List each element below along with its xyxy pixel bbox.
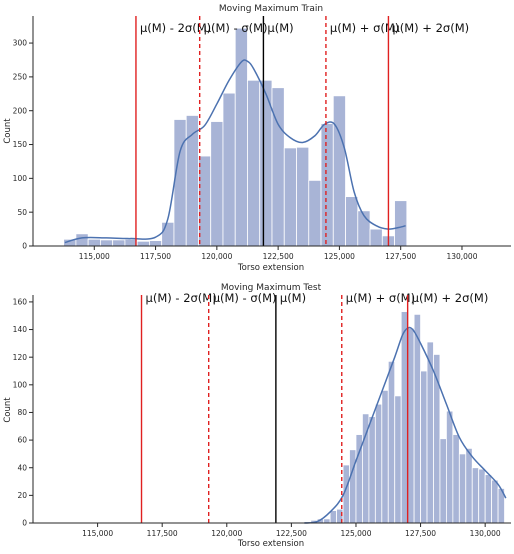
- test-histogram-bars: [303, 311, 505, 524]
- train-histogram-bar: [100, 239, 114, 247]
- test-histogram-bar: [491, 479, 499, 524]
- train-histogram-bar: [161, 221, 175, 247]
- train-histogram-bar: [283, 147, 297, 247]
- train-y-tick-label: 50: [17, 208, 27, 217]
- test-histogram-bar: [458, 453, 467, 524]
- train-histogram-bar: [345, 196, 359, 247]
- train-vline-label-3: μ(M) + σ(M): [330, 21, 399, 35]
- train-x-tick-label: 120,000: [201, 252, 232, 261]
- test-x-axis-label: Torso extension: [237, 539, 304, 549]
- train-histogram-bars: [63, 27, 408, 247]
- test-histogram-bar: [446, 410, 454, 524]
- train-kde-line: [64, 59, 406, 244]
- train-histogram-bar: [75, 233, 89, 247]
- train-vline-label-1: μ(M) - σ(M): [204, 21, 268, 35]
- test-vline-label-0: μ(M) - 2σ(M): [146, 291, 217, 305]
- train-chart-title: Moving Maximum Train: [219, 4, 323, 14]
- train-y-tick-label: 300: [13, 39, 28, 48]
- train-histogram-bar: [210, 121, 224, 247]
- test-x-tick-label: 125,000: [340, 529, 371, 538]
- train-y-tick-label: 0: [22, 242, 27, 251]
- test-y-tick-label: 140: [13, 325, 28, 334]
- test-y-tick-label: 160: [13, 298, 28, 307]
- test-histogram-bar: [465, 447, 473, 524]
- train-x-axis-label: Torso extension: [237, 263, 304, 273]
- train-y-tick-label: 100: [13, 174, 28, 183]
- train-x-tick-label: 127,500: [385, 252, 416, 261]
- train-histogram-bar: [222, 92, 236, 247]
- train-axes: 115,000 117,500 120,000 122,500 125,000 127,5…: [13, 16, 511, 261]
- train-x-tick-label: 122,500: [263, 252, 294, 261]
- train-kde-curve: [64, 59, 406, 244]
- train-histogram-bar: [87, 238, 101, 247]
- train-reference-lines: μ(M) - 2σ(M)μ(M) - σ(M) μ(M) μ(M) + σ(M)μ(…: [135, 16, 469, 246]
- test-histogram-bar: [381, 389, 389, 524]
- test-x-tick-label: 120,000: [211, 529, 242, 538]
- test-vline-label-2: μ(M): [280, 291, 306, 305]
- test-x-tick-label: 127,500: [405, 529, 436, 538]
- train-histogram-bar: [394, 200, 408, 247]
- test-histogram-bar: [484, 474, 493, 524]
- test-histogram-bar: [420, 370, 428, 524]
- train-y-tick-label: 200: [13, 106, 28, 115]
- train-y-tick-label: 250: [13, 72, 28, 81]
- test-y-tick-label: 0: [22, 519, 27, 528]
- train-histogram-bar: [308, 179, 322, 247]
- train-histogram-bar: [320, 123, 334, 247]
- train-histogram-bar: [296, 146, 310, 247]
- test-y-tick-label: 80: [17, 408, 27, 417]
- test-chart-title: Moving Maximum Test: [221, 283, 322, 293]
- test-y-tick-label: 60: [17, 436, 27, 445]
- test-histogram-bar: [400, 311, 409, 524]
- test-histogram-bar: [323, 518, 331, 524]
- train-vline-label-2: μ(M): [267, 21, 293, 35]
- train-histogram-bar: [369, 228, 383, 247]
- test-x-tick-label: 130,000: [470, 529, 501, 538]
- test-y-axis-label: Count: [3, 397, 13, 423]
- test-histogram-bar: [368, 416, 376, 524]
- train-panel: Moving Maximum Train μ(M) - 2σ(M)μ(M) - …: [3, 4, 511, 273]
- train-x-tick-label: 130,000: [446, 252, 477, 261]
- test-x-tick-label: 117,500: [147, 529, 178, 538]
- train-x-tick-label: 115,000: [79, 252, 110, 261]
- train-x-tick-label: 117,500: [140, 252, 171, 261]
- test-histogram-bar: [439, 438, 447, 524]
- train-histogram-bar: [173, 119, 187, 247]
- train-vline-label-4: μ(M) + 2σ(M): [392, 21, 469, 35]
- train-histogram-bar: [271, 87, 285, 247]
- train-histogram-bar: [136, 240, 150, 247]
- train-histogram-bar: [149, 240, 163, 247]
- train-y-tick-label: 150: [13, 140, 28, 149]
- test-vline-label-3: μ(M) + σ(M): [346, 291, 415, 305]
- test-histogram-bar: [478, 468, 486, 524]
- test-histogram-bar: [471, 467, 480, 524]
- train-histogram-bar: [112, 239, 126, 247]
- train-histogram-bar: [247, 79, 261, 247]
- test-histogram-bar: [407, 327, 415, 524]
- test-y-tick-label: 40: [17, 463, 27, 472]
- test-histogram-bar: [349, 449, 357, 524]
- test-y-tick-label: 20: [17, 491, 27, 500]
- test-histogram-bar: [374, 403, 383, 524]
- test-histogram-bar: [394, 395, 402, 524]
- test-axes: 115,000 117,500 120,000 122,500 125,000 127,5…: [13, 295, 511, 538]
- test-histogram-bar: [329, 510, 338, 524]
- test-histogram-bar: [413, 313, 421, 524]
- test-y-tick-label: 120: [13, 353, 28, 362]
- train-vline-label-0: μ(M) - 2σ(M): [140, 21, 211, 35]
- test-panel: Moving Maximum Test μ(M) - 2σ(M)μ(M) - σ…: [3, 283, 511, 549]
- test-histogram-bar: [387, 360, 396, 524]
- test-histogram-bar: [452, 434, 460, 524]
- train-y-axis-label: Count: [3, 118, 13, 144]
- test-vline-label-4: μ(M) + 2σ(M): [412, 291, 489, 305]
- test-x-tick-label: 122,500: [276, 529, 307, 538]
- train-x-tick-label: 125,000: [324, 252, 355, 261]
- test-x-tick-label: 115,000: [82, 529, 113, 538]
- test-vline-label-1: μ(M) - σ(M): [213, 291, 277, 305]
- test-y-tick-label: 100: [13, 380, 28, 389]
- train-histogram-bar: [332, 95, 346, 247]
- test-reference-lines: μ(M) - 2σ(M)μ(M) - σ(M) μ(M) μ(M) + σ(M)μ(…: [140, 291, 489, 523]
